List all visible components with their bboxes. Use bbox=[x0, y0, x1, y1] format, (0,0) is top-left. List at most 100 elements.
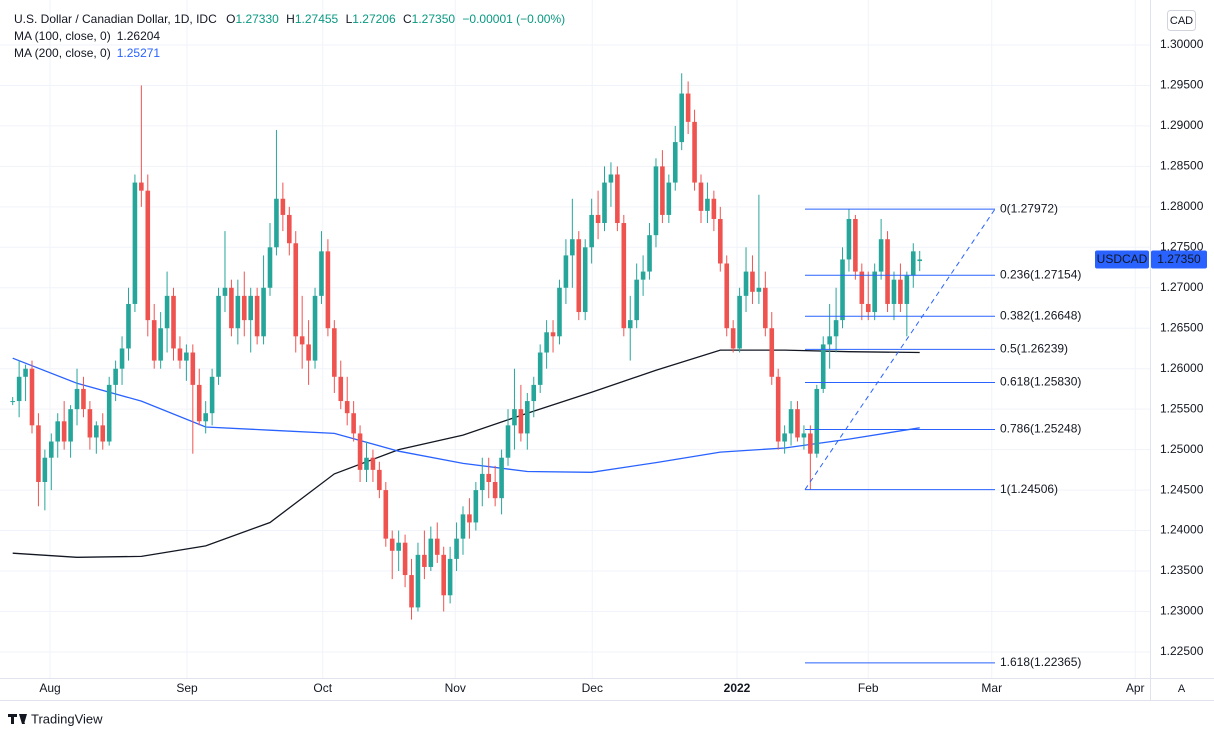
candle-body bbox=[666, 182, 672, 215]
fib-level-label: 0.5(1.26239) bbox=[1000, 342, 1068, 356]
candle-body bbox=[306, 344, 311, 361]
candle-body bbox=[267, 247, 273, 288]
fib-trend-line bbox=[804, 208, 996, 490]
candle-body bbox=[570, 239, 575, 256]
candle-body bbox=[332, 328, 337, 377]
auto-scale-label[interactable]: A bbox=[1178, 683, 1186, 695]
fib-level-label: 0(1.27972) bbox=[1000, 201, 1058, 215]
candle-body bbox=[660, 166, 665, 215]
candle-body bbox=[582, 247, 588, 313]
symbol-tag-label: USDCAD bbox=[1097, 252, 1148, 266]
candle-body bbox=[795, 409, 800, 438]
candle-body bbox=[190, 352, 196, 385]
candle-body bbox=[808, 433, 813, 454]
y-tick-label: 1.30000 bbox=[1160, 37, 1204, 51]
candle-body bbox=[344, 401, 350, 414]
candle-body bbox=[486, 473, 492, 482]
candle-body bbox=[87, 409, 93, 438]
candle-body bbox=[100, 425, 106, 442]
candle-body bbox=[261, 287, 266, 337]
candle-body bbox=[621, 223, 627, 329]
candle-body bbox=[377, 469, 382, 491]
y-tick-label: 1.22500 bbox=[1160, 644, 1204, 658]
candle-body bbox=[16, 376, 22, 402]
legend-value: 1.27206 bbox=[352, 12, 396, 26]
candle-body bbox=[196, 384, 202, 422]
candle-body bbox=[447, 558, 453, 596]
price-tag bbox=[1151, 250, 1207, 269]
x-tick-label: Nov bbox=[445, 681, 466, 695]
candle-body bbox=[10, 401, 15, 403]
currency-button[interactable] bbox=[1167, 10, 1196, 31]
auto-scale-button[interactable] bbox=[1172, 679, 1191, 698]
candle-body bbox=[209, 376, 215, 414]
candle-body bbox=[383, 490, 389, 539]
candle-body bbox=[454, 538, 459, 559]
candle-body bbox=[878, 239, 884, 272]
candle-body bbox=[499, 457, 504, 499]
header-line: U.S. Dollar / Canadian Dollar, 1D, IDC O… bbox=[14, 12, 565, 26]
candle-body bbox=[248, 295, 254, 321]
candle-body bbox=[544, 332, 549, 353]
x-tick-label: Dec bbox=[582, 681, 603, 695]
price-tag-label: 1.27350 bbox=[1157, 252, 1201, 266]
legend-key: O bbox=[226, 12, 235, 26]
candle-body bbox=[139, 182, 144, 191]
x-tick-label: Feb bbox=[858, 681, 879, 695]
x-tick-label: Apr bbox=[1126, 681, 1145, 695]
chart-title: U.S. Dollar / Canadian Dollar, 1D, IDC bbox=[14, 12, 217, 26]
brand-text: TradingView bbox=[31, 711, 103, 726]
candle-body bbox=[608, 174, 614, 183]
legend-key: H bbox=[286, 12, 295, 26]
candle-body bbox=[274, 198, 279, 248]
candle-body bbox=[319, 251, 324, 296]
candle-body bbox=[898, 279, 903, 304]
candle-body bbox=[422, 554, 427, 567]
candle-body bbox=[177, 348, 183, 361]
y-tick-label: 1.28500 bbox=[1160, 159, 1204, 173]
legend-value: 1.27330 bbox=[235, 12, 279, 26]
fib-level-label: 0.236(1.27154) bbox=[1000, 267, 1081, 281]
fib-level-label: 1.618(1.22365) bbox=[1000, 655, 1081, 669]
candle-body bbox=[711, 198, 717, 219]
y-tick-label: 1.29500 bbox=[1160, 78, 1204, 92]
candle-body bbox=[634, 279, 639, 321]
ma-value: 1.25271 bbox=[117, 46, 161, 60]
candle-body bbox=[119, 348, 125, 369]
candle-body bbox=[788, 409, 794, 434]
candle-body bbox=[158, 328, 163, 361]
candle-body bbox=[23, 368, 28, 377]
y-tick-label: 1.28000 bbox=[1160, 199, 1204, 213]
candle-body bbox=[827, 336, 832, 345]
legend-key: C bbox=[403, 12, 412, 26]
candle-body bbox=[801, 433, 807, 438]
currency-label[interactable]: CAD bbox=[1170, 15, 1193, 27]
plot-area: 0(1.27972) 0.236(1.27154) 0.382(1.26648) 0.… bbox=[0, 0, 1150, 678]
moving-average-line bbox=[12, 357, 920, 473]
y-tick-label: 1.24000 bbox=[1160, 523, 1204, 537]
candle-body bbox=[730, 328, 736, 349]
ma-name: MA (100, close, 0) bbox=[14, 29, 111, 43]
candle-body bbox=[756, 287, 762, 292]
candle-body bbox=[550, 332, 556, 337]
candle-body bbox=[338, 376, 344, 402]
candle-body bbox=[216, 295, 221, 377]
candle-body bbox=[441, 554, 446, 596]
candle-body bbox=[473, 490, 479, 523]
moving-average-line bbox=[12, 349, 920, 558]
candle-body bbox=[467, 514, 472, 523]
candle-body bbox=[151, 320, 157, 361]
candle-body bbox=[94, 425, 99, 438]
y-tick-label: 1.27000 bbox=[1160, 280, 1204, 294]
candle-body bbox=[505, 425, 511, 458]
candle-body bbox=[602, 182, 607, 224]
candle-body bbox=[293, 243, 299, 337]
candle-body bbox=[402, 542, 408, 576]
candle-body bbox=[48, 441, 54, 458]
legend-value: 1.27350 bbox=[412, 12, 456, 26]
candle-body bbox=[389, 538, 395, 551]
ma-legend: MA (200, close, 0) 1.25271 bbox=[14, 46, 160, 60]
candle-body bbox=[627, 320, 633, 329]
candle-body bbox=[576, 239, 582, 313]
